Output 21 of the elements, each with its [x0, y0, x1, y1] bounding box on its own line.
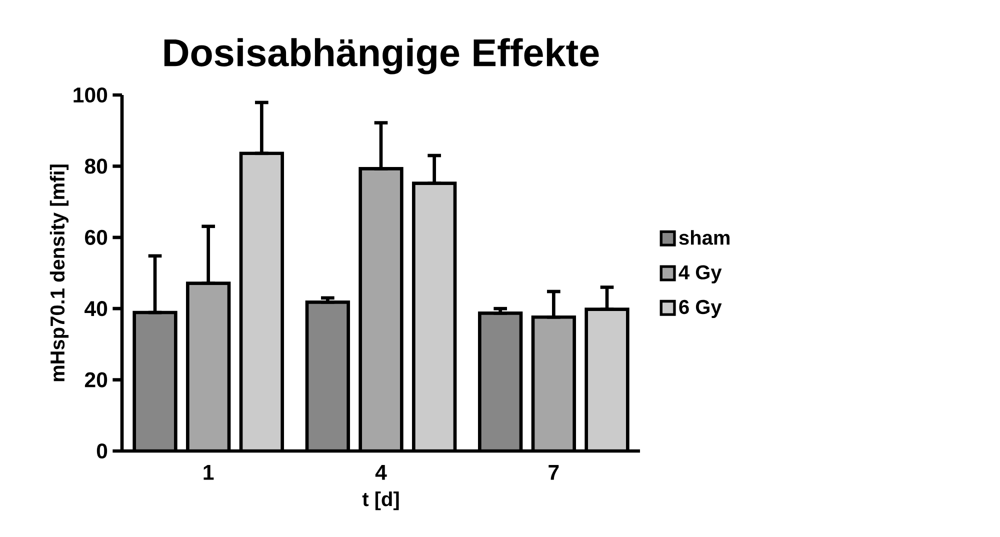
bar — [134, 312, 176, 452]
bar — [414, 183, 456, 452]
x-tick-label: 1 — [204, 465, 214, 480]
y-tick-label: 40 — [84, 301, 108, 316]
bar — [360, 168, 402, 452]
bar — [188, 283, 230, 452]
x-tick-label: 7 — [548, 465, 559, 480]
legend-label: 4 Gy — [678, 265, 722, 284]
legend-label: 6 Gy — [679, 300, 722, 318]
bar — [241, 153, 282, 452]
y-tick-label: 20 — [84, 372, 108, 388]
y-axis-title: mHsp70.1 density [mfi] — [50, 164, 69, 382]
x-tick-label: 4 — [375, 465, 387, 480]
y-tick-label: 0 — [96, 443, 108, 459]
x-axis-title: t [d] — [362, 492, 399, 510]
y-tick-label: 100 — [74, 87, 108, 103]
y-tick-label: 60 — [85, 230, 108, 245]
bar — [307, 302, 348, 452]
y-tick-label: 80 — [84, 158, 108, 174]
legend-label: sham — [679, 230, 730, 245]
chart-title: Dosisabhängige Effekte — [164, 38, 599, 74]
